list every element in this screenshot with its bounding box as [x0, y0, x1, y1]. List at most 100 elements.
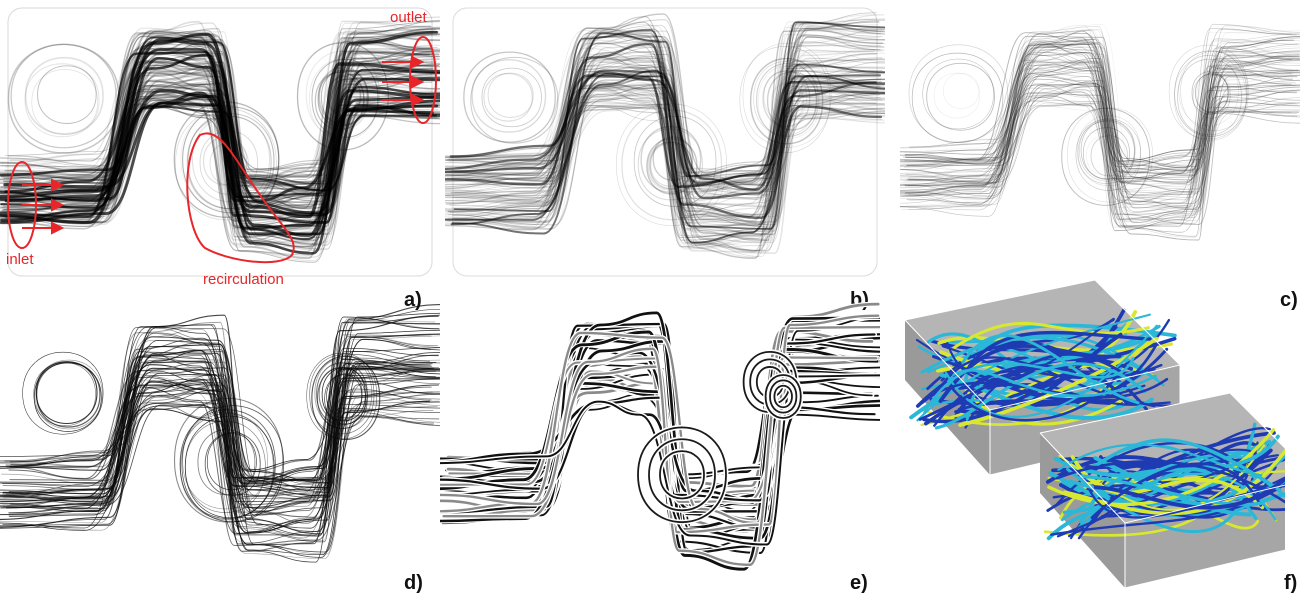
streamline: [900, 60, 1293, 232]
vortex-loop: [305, 50, 381, 139]
vortex-loop: [1177, 59, 1242, 136]
streamline: [0, 375, 440, 559]
vortex-loop: [640, 126, 702, 193]
streamline: [901, 33, 1300, 210]
streamlines-b: [445, 7, 885, 277]
streamline: [909, 61, 1296, 183]
streamline: [445, 42, 882, 186]
streamline: [900, 85, 1296, 195]
panel-a: outlet inlet recirculation: [0, 0, 440, 290]
vortex-loop: [34, 359, 103, 430]
streamline: [904, 54, 1300, 193]
vortex-loop: [753, 61, 817, 136]
streamlines-a: [0, 7, 440, 277]
streamline: [445, 39, 883, 183]
streamline: [445, 51, 885, 222]
vortex-loop: [1079, 119, 1136, 182]
vortex-loop: [633, 116, 717, 207]
streamline: [445, 57, 883, 228]
tube: [1050, 482, 1285, 536]
streamline: [445, 45, 882, 217]
streamline-group: [445, 21, 885, 244]
streamline: [445, 79, 885, 191]
vortex-loop: [1080, 120, 1135, 180]
vortex-loop: [206, 433, 257, 491]
streamline: [445, 24, 881, 250]
streamline: [900, 55, 1300, 199]
streamline: [908, 40, 1300, 215]
domain-outline: [7, 7, 433, 277]
vortex-tube: [659, 450, 705, 500]
panel-label-e: e): [850, 572, 868, 594]
vortex-loop: [309, 354, 375, 435]
streamline: [904, 32, 1298, 241]
streamline: [445, 12, 877, 238]
streamline: [900, 76, 1292, 229]
vortex-tube: [769, 379, 798, 414]
vortex-loop: [1194, 73, 1229, 113]
tube: [1093, 476, 1285, 510]
streamline: [906, 57, 1295, 201]
streamline: [908, 56, 1299, 210]
vortex-loop: [1061, 108, 1151, 206]
streamline: [900, 92, 1300, 167]
flow-arrows: [22, 55, 425, 235]
streamline: [452, 35, 885, 205]
streamline: [900, 97, 1300, 213]
streamline: [446, 64, 881, 229]
vortex-loop: [321, 367, 366, 422]
vortex-loop: [481, 67, 542, 128]
box-edge: [1124, 523, 1285, 589]
vortex-loop: [1090, 135, 1129, 177]
streamlines-e: [440, 301, 880, 572]
vortex-loop: [182, 106, 280, 214]
streamline: [908, 36, 1300, 186]
label-outlet: outlet: [390, 9, 427, 26]
tube: [1096, 438, 1282, 492]
streamline: [451, 32, 881, 235]
vortex-loop: [184, 421, 266, 513]
tube: [1100, 458, 1285, 518]
streamline: [900, 40, 1300, 228]
streamline: [900, 46, 1295, 224]
streamline: [900, 57, 1300, 179]
vortex-loop: [191, 116, 271, 203]
streamline: [448, 93, 885, 207]
streamline: [445, 31, 884, 224]
vortex-loop: [306, 352, 378, 440]
tube: [964, 318, 1171, 429]
vortex-loop: [1082, 127, 1130, 179]
streamline: [900, 88, 1300, 222]
streamline: [445, 90, 885, 229]
tube: [1061, 448, 1259, 469]
streamline: [445, 44, 885, 228]
box-front: [1125, 485, 1285, 588]
panel-c: [900, 5, 1300, 270]
colored-tubes: [1043, 422, 1285, 541]
vortex-loop: [922, 58, 994, 129]
panel-e: [440, 295, 880, 595]
streamline: [907, 43, 1300, 221]
tube: [952, 369, 1157, 398]
vortex-loop: [652, 136, 694, 181]
streamline: [0, 314, 440, 478]
streamline: [905, 83, 1300, 184]
vortex-loop: [1192, 74, 1231, 119]
streamline: [904, 89, 1296, 168]
streamline: [900, 59, 1300, 215]
vortex-loop: [762, 70, 811, 127]
vortex-loop: [37, 65, 97, 124]
tube: [923, 357, 1135, 415]
panel-d: [0, 295, 440, 595]
streamline: [904, 23, 1300, 205]
vortex-loop: [197, 429, 256, 496]
streamline: [445, 39, 885, 251]
streamline: [900, 60, 1300, 215]
vortex-loop: [204, 432, 261, 496]
streamline: [449, 70, 883, 252]
vortex-loop: [173, 398, 284, 523]
tube: [939, 372, 1154, 420]
vortex-loop: [749, 57, 824, 145]
vortex-loop: [770, 82, 805, 122]
vortex-loop: [36, 362, 101, 428]
